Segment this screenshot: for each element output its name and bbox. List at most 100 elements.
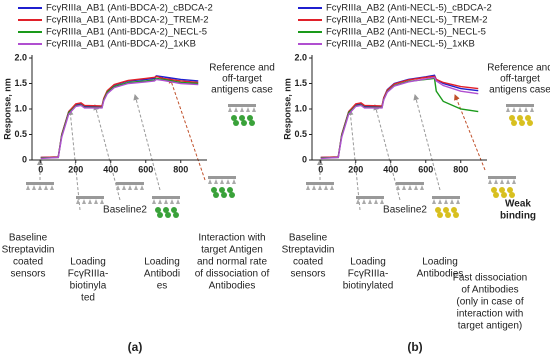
sensor-bar [506,104,534,107]
sensor-tip [158,199,162,204]
antibody [491,187,497,193]
stage-label: target Antigen [201,245,263,256]
antibody [221,192,227,198]
note-text: antigens case [211,85,273,96]
legend-label: FcγRIIIa_AB1 (Anti-BDCA-2)_cBDCA-2 [46,3,213,14]
x-tick-label: 0 [38,164,43,174]
stage-label: Streptavidin [282,245,335,256]
series-line [320,74,479,159]
stage-label: Loading [70,257,106,268]
sensor-tip [518,107,522,112]
note-text: off-target [222,74,262,85]
antibody [511,120,517,126]
sensor-tip [246,107,250,112]
sensor-tip [88,199,92,204]
sensor-tip [220,179,224,184]
antibody [227,187,233,193]
stage-label: Loading [422,257,458,268]
x-tick-label: 400 [103,164,118,174]
sensor-tip [330,185,334,190]
stage-label: es [157,281,168,292]
sensor-tip [82,199,86,204]
sensor-tip [94,199,98,204]
sensor-tip [506,107,510,112]
sensor-icon [228,104,256,126]
sensor-tip [524,107,528,112]
y-axis-label: Response, nm [2,78,12,140]
antibody [453,212,459,218]
x-tick-label: 600 [138,164,153,174]
sensor-tip [500,179,504,184]
antibody [233,120,239,126]
stage-label: biotinyla [70,281,107,292]
series-line [320,77,479,159]
sensor-bar [26,182,54,185]
sensor-icon [506,104,534,126]
note-text: off-target [500,74,540,85]
y-tick-label: 0 [302,154,307,164]
antibody [445,212,451,218]
stage-label: sensors [290,269,325,280]
antibody [219,187,225,193]
sensor-tip [356,199,360,204]
y-tick-label: 0.5 [294,129,307,139]
sensor-icon [306,182,334,190]
antibody [509,115,515,121]
panel-label: (b) [407,340,422,354]
stage-label: and normal rate [197,257,267,268]
stage-label: Baseline2 [383,205,427,216]
sensor-bar [76,196,104,199]
antibody [211,187,217,193]
x-tick-label: 400 [383,164,398,174]
sensor-tip [140,185,144,190]
sensor-tip [362,199,366,204]
sensor-icon [488,176,516,198]
y-tick-label: 1.0 [294,103,307,113]
sensor-tip [414,185,418,190]
stage-label: interaction with [457,309,524,320]
sensor-tip [396,185,400,190]
stage-label: (only in case of [456,297,523,308]
sensor-tip [152,199,156,204]
stage-label: FcγRIIIa- [348,269,389,280]
note-text: Reference and [487,63,550,74]
sensor-tip [512,179,516,184]
sensor-icon [208,176,236,198]
antibody [213,192,219,198]
stage-label: Interaction with [198,233,265,244]
stage-label: Baseline2 [103,205,147,216]
antibody [435,207,441,213]
sensor-tip [164,199,168,204]
sensor-bar [396,182,424,185]
sensor-tip [32,185,36,190]
stage-label: of Antibodies [461,285,518,296]
sensor-tip [374,199,378,204]
sensor-tip [214,179,218,184]
sensor-tip [122,185,126,190]
stage-label: ted [81,293,95,304]
sensor-tip [530,107,534,112]
antibody [249,120,255,126]
antibody [519,120,525,126]
y-tick-label: 0 [22,154,27,164]
antibody [241,120,247,126]
stage-label: sensors [10,269,45,280]
antibody [173,212,179,218]
sensor-icon [116,182,144,190]
sensor-bar [432,196,460,199]
sensor-tip [420,185,424,190]
series-line [40,75,199,159]
y-tick-label: 2.0 [14,52,27,62]
stage-label: target antigen) [458,321,523,332]
legend-label: FcγRIIIa_AB1 (Anti-BDCA-2)_1xKB [46,39,196,50]
sensor-bar [208,176,236,179]
stage-label: Weak [505,199,531,210]
sensor-tip [208,179,212,184]
sensor-bar [488,176,516,179]
antibody [509,192,515,198]
y-axis-label: Response, nm [282,78,292,140]
sensor-icon [396,182,424,190]
sensor-tip [234,107,238,112]
sensor-tip [128,185,132,190]
